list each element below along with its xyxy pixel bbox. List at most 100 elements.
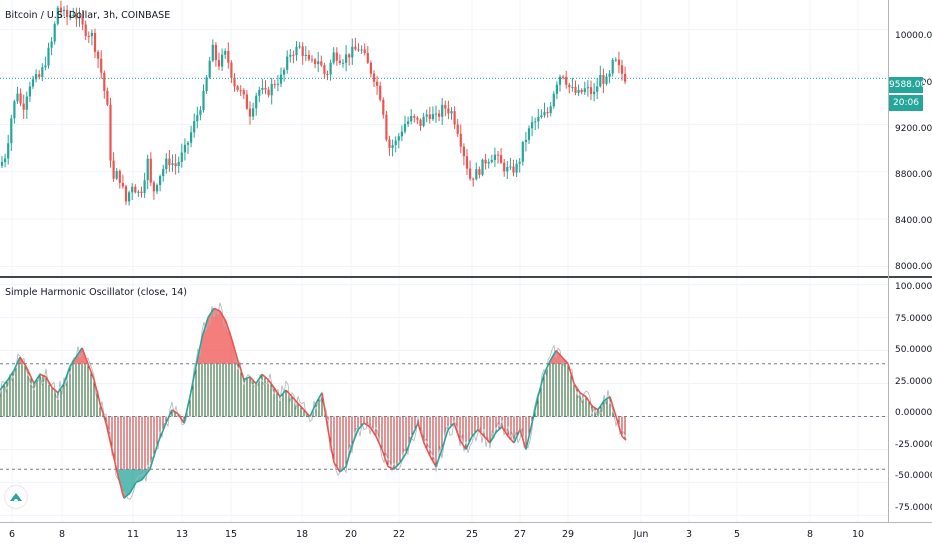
candle-body bbox=[270, 83, 273, 96]
candle-body bbox=[549, 106, 552, 114]
candle-body bbox=[255, 95, 258, 109]
candle-body bbox=[7, 143, 10, 159]
candle-body bbox=[394, 140, 397, 146]
oscillator-line bbox=[369, 426, 377, 437]
candle-body bbox=[369, 62, 372, 74]
candle-body bbox=[236, 86, 239, 91]
oscillator-line bbox=[243, 376, 251, 381]
time-axis-border bbox=[0, 522, 932, 523]
candle-body bbox=[425, 114, 428, 117]
candle-body bbox=[456, 124, 459, 134]
oscillator-line bbox=[123, 492, 131, 499]
oscillator-line bbox=[255, 373, 263, 384]
candle-body bbox=[78, 16, 81, 19]
candle-body bbox=[478, 169, 481, 175]
oscillator-line bbox=[99, 403, 107, 424]
price-chart[interactable] bbox=[0, 0, 888, 276]
candle-body bbox=[252, 108, 255, 117]
candle-body bbox=[35, 74, 38, 80]
time-tick: 25 bbox=[465, 529, 479, 540]
candle-body bbox=[372, 73, 376, 82]
oscillator-line bbox=[149, 442, 159, 470]
oscillator-line bbox=[531, 396, 539, 424]
candle-body bbox=[329, 62, 332, 75]
oscillator-line bbox=[411, 422, 419, 437]
oscillator-line bbox=[471, 429, 479, 437]
candle-body bbox=[66, 9, 69, 17]
oversold-fill bbox=[0, 469, 626, 499]
candle-body bbox=[121, 182, 124, 187]
candle-body bbox=[84, 24, 87, 36]
candle-body bbox=[69, 15, 72, 17]
candle-body bbox=[16, 93, 19, 102]
candle-body bbox=[298, 46, 301, 48]
oscillator-line bbox=[183, 396, 191, 424]
oscillator-title[interactable]: Simple Harmonic Oscillator (close, 14) bbox=[5, 287, 187, 298]
candle-body bbox=[357, 49, 360, 51]
oscillator-line bbox=[219, 310, 227, 322]
oscillator-line bbox=[201, 317, 209, 338]
candle-body bbox=[214, 44, 217, 61]
oscillator-line bbox=[621, 435, 627, 441]
candle-body bbox=[376, 81, 379, 86]
candle-body bbox=[434, 113, 438, 115]
oscillator-tick: 50.00000 bbox=[895, 345, 932, 355]
candle-body bbox=[112, 160, 115, 179]
candle-body bbox=[239, 90, 242, 92]
tradingview-logo-icon[interactable] bbox=[5, 486, 27, 508]
candle-body bbox=[348, 54, 351, 58]
oscillator-line bbox=[363, 422, 371, 428]
candle-body bbox=[593, 91, 596, 95]
oscillator-chart[interactable] bbox=[0, 278, 888, 522]
candle-body bbox=[258, 89, 261, 96]
candle-body bbox=[484, 159, 487, 164]
price-chart-pane[interactable]: Bitcoin / U.S. Dollar, 3h, COINBASE bbox=[0, 0, 888, 276]
oscillator-line bbox=[465, 435, 473, 450]
time-tick: 29 bbox=[561, 529, 575, 540]
chart-title[interactable]: Bitcoin / U.S. Dollar, 3h, COINBASE bbox=[5, 10, 171, 21]
time-tick: 10 bbox=[851, 529, 865, 540]
oscillator-pane[interactable]: Simple Harmonic Oscillator (close, 14) bbox=[0, 278, 888, 522]
candle-body bbox=[97, 51, 100, 59]
candle-body bbox=[230, 62, 233, 78]
oscillator-line bbox=[507, 435, 515, 444]
oscillator-line bbox=[537, 374, 545, 397]
oscillator-line bbox=[519, 429, 527, 450]
oscillator-line bbox=[525, 422, 533, 450]
pane-separator[interactable] bbox=[0, 276, 932, 278]
oscillator-line bbox=[279, 389, 287, 398]
candle-body bbox=[419, 119, 422, 126]
candle-body bbox=[407, 121, 410, 125]
candle-body bbox=[227, 50, 230, 63]
price-tick: 8400.00 bbox=[895, 216, 932, 226]
candle-body bbox=[481, 159, 484, 175]
candle-body bbox=[292, 54, 295, 56]
oscillator-line bbox=[267, 379, 275, 388]
candle-body bbox=[379, 85, 382, 100]
oscillator-line bbox=[333, 462, 341, 473]
time-tick: 18 bbox=[295, 529, 309, 540]
oscillator-line bbox=[291, 396, 299, 404]
candle-body bbox=[47, 47, 50, 66]
oscillator-line bbox=[19, 356, 27, 367]
oscillator-line bbox=[351, 429, 359, 446]
candle-body bbox=[614, 59, 617, 61]
oscillator-line bbox=[285, 389, 293, 398]
oscillator-line bbox=[0, 379, 9, 391]
candle-body bbox=[351, 46, 354, 58]
candle-body bbox=[273, 83, 276, 85]
oscillator-line bbox=[297, 402, 305, 411]
oscillator-line bbox=[81, 347, 89, 365]
oscillator-line bbox=[381, 449, 389, 467]
candle-body bbox=[304, 54, 307, 57]
candle-body bbox=[177, 161, 180, 166]
candle-body bbox=[264, 87, 267, 90]
candle-body bbox=[410, 116, 413, 122]
oscillator-line bbox=[345, 445, 353, 467]
candle-body bbox=[314, 59, 317, 65]
price-tick: 8000.00 bbox=[895, 262, 932, 272]
candle-body bbox=[332, 52, 335, 63]
bar-countdown-badge: 20:06 bbox=[889, 95, 923, 111]
candle-body bbox=[503, 162, 506, 172]
candle-body bbox=[199, 110, 202, 116]
